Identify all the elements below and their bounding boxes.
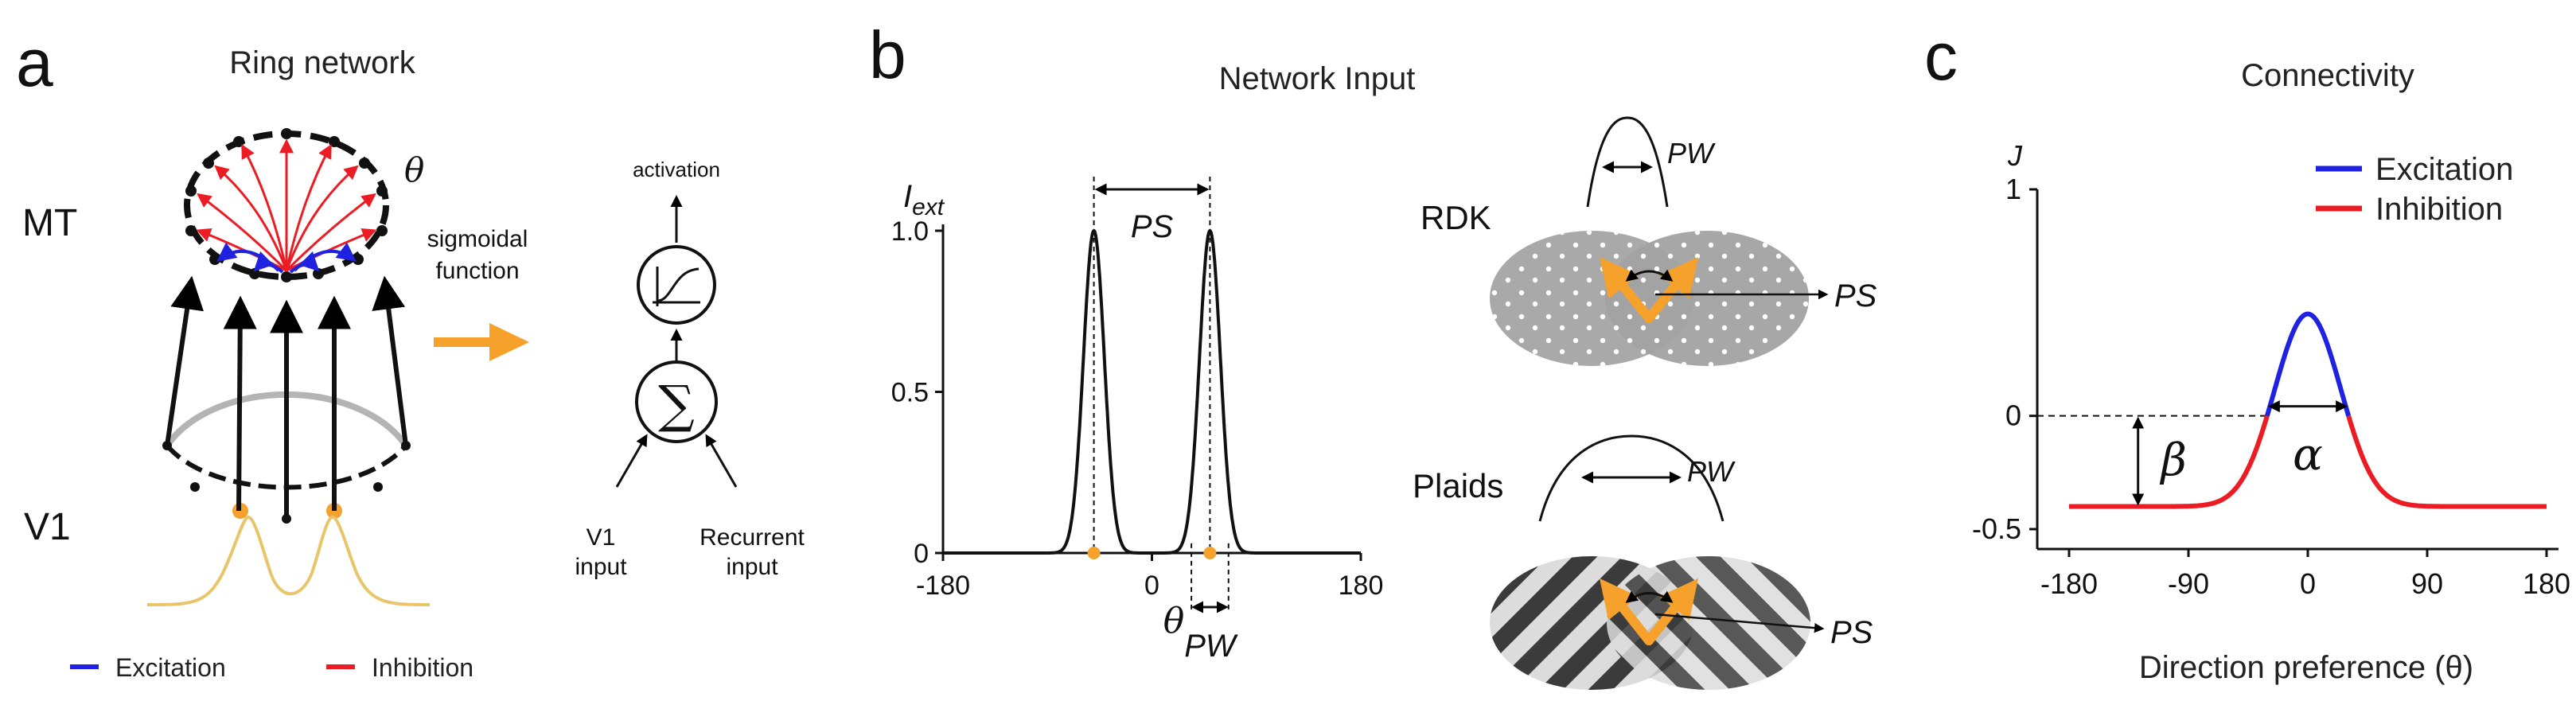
input-x-ticks: -180 0 180 <box>916 553 1383 601</box>
plaid-ps-pointer <box>1654 613 1825 633</box>
sigmoid-label-line1: sigmoidal <box>427 226 528 252</box>
iext-sub: ext <box>912 194 945 220</box>
sigmoid-icon <box>653 267 700 306</box>
recurrent-input-arrow <box>705 434 738 488</box>
iext-label: Iext <box>903 179 945 220</box>
recurrent-inhibition-arrows <box>196 138 377 272</box>
conn-y-tick-label: 0 <box>2005 399 2021 432</box>
conn-legend: Excitation Inhibition <box>2316 152 2513 227</box>
input-peak-marker <box>1203 547 1217 559</box>
conn-x-tick-label: 0 <box>2300 567 2316 600</box>
summation-unit <box>635 360 718 443</box>
recurrent-input-label-line1: Recurrent <box>700 524 805 551</box>
mt-label: MT <box>22 202 77 244</box>
rdk-ps-label: PS <box>1834 278 1877 314</box>
recurrent-input-label-line2: input <box>726 554 778 580</box>
input-x-tick-label: 0 <box>1144 571 1159 601</box>
conn-x-tick-label: -90 <box>2168 567 2209 600</box>
panel-a-legend: Excitation Inhibition <box>70 653 474 682</box>
plaid-apertures <box>1490 556 1810 690</box>
rdk-pw-label: PW <box>1667 137 1716 169</box>
recurrent-excitation-arrows <box>216 242 357 274</box>
sigmoid-unit <box>637 245 716 325</box>
input-curve <box>943 228 1361 555</box>
input-y-ticks: 0 0.5 1.0 <box>891 216 943 569</box>
v1-label: V1 <box>24 506 71 548</box>
panel-b: b Network Input Iext 00.51.0 -180 0 180 PS… <box>869 18 1877 690</box>
plaid-ps-label: PS <box>1830 615 1873 650</box>
activation-label: activation <box>633 158 720 181</box>
rdk-ps-arc <box>1625 269 1674 282</box>
panel-a-letter: a <box>16 25 53 100</box>
conn-y-tick-label: 1 <box>2005 173 2021 205</box>
panel-c: c Connectivity J 10-0.5 -180 -90 0 90 180 α … <box>1924 19 2570 685</box>
j-label: J <box>2007 139 2023 172</box>
conn-x-tick-label: 180 <box>2523 567 2570 600</box>
panel-c-title: Connectivity <box>2241 58 2414 93</box>
panel-a: a Ring network MT V1 θ <box>16 25 805 682</box>
panel-a-title: Ring network <box>229 45 415 80</box>
conn-legend-excitation-label: Excitation <box>2375 152 2513 187</box>
v1-input-label-line2: input <box>575 554 627 580</box>
conn-y-tick-label: -0.5 <box>1972 512 2021 545</box>
v1-input-arrow <box>615 434 648 488</box>
conn-x-tick-label: 90 <box>2411 567 2443 600</box>
iext-main: I <box>903 179 912 214</box>
input-peak-markers <box>1087 547 1217 559</box>
feedforward-arrows <box>165 275 408 519</box>
conn-x-tick-label: -180 <box>2040 567 2098 600</box>
input-y-tick-label: 1.0 <box>891 216 929 247</box>
input-peak-guides <box>1093 177 1230 610</box>
alpha-label: α <box>2293 430 2323 481</box>
flow-arrow <box>434 323 529 361</box>
input-peak-marker <box>1087 547 1101 559</box>
panel-c-letter: c <box>1924 19 1958 94</box>
theta-label: θ <box>404 150 424 189</box>
plaid-pw-label: PW <box>1687 455 1736 488</box>
rdk-tuning-curve <box>1586 116 1669 208</box>
sigmoid-label-line2: function <box>435 258 519 284</box>
plaid-ps-arc <box>1625 590 1674 603</box>
beta-label: β <box>2159 435 2186 487</box>
conn-excitation-curve <box>2264 311 2352 417</box>
conn-x-ticks: -180 -90 0 90 180 <box>2040 549 2570 600</box>
panel-b-letter: b <box>869 18 906 92</box>
input-chart: 00.51.0 -180 0 180 PS PW θ <box>891 177 1383 664</box>
conn-inhibition-curve <box>2069 415 2547 509</box>
legend-inhibition-label: Inhibition <box>372 653 474 682</box>
rdk-label: RDK <box>1421 199 1491 236</box>
conn-x-label: Direction preference (θ) <box>2139 650 2473 685</box>
v1-input-profile <box>146 515 431 606</box>
legend-excitation-label: Excitation <box>115 653 226 682</box>
rdk-apertures <box>1490 231 1809 366</box>
input-y-tick-label: 0.5 <box>891 378 929 408</box>
input-y-tick-label: 0 <box>914 539 929 569</box>
panel-b-title: Network Input <box>1219 61 1416 96</box>
plaid-tuning-curve <box>1538 434 1724 522</box>
input-x-tick-label: 180 <box>1339 571 1384 601</box>
input-x-tick-label: -180 <box>916 571 970 601</box>
conn-legend-inhibition-label: Inhibition <box>2375 192 2503 227</box>
conn-y-ticks: 1 0 -0.5 <box>1972 173 2037 545</box>
sum-symbol: ∑ <box>658 376 695 434</box>
input-x-label: θ <box>1163 601 1185 641</box>
plaids-label: Plaids <box>1413 467 1503 504</box>
v1-input-label-line1: V1 <box>587 524 616 551</box>
pw-label: PW <box>1184 629 1238 664</box>
ps-label: PS <box>1131 209 1174 244</box>
